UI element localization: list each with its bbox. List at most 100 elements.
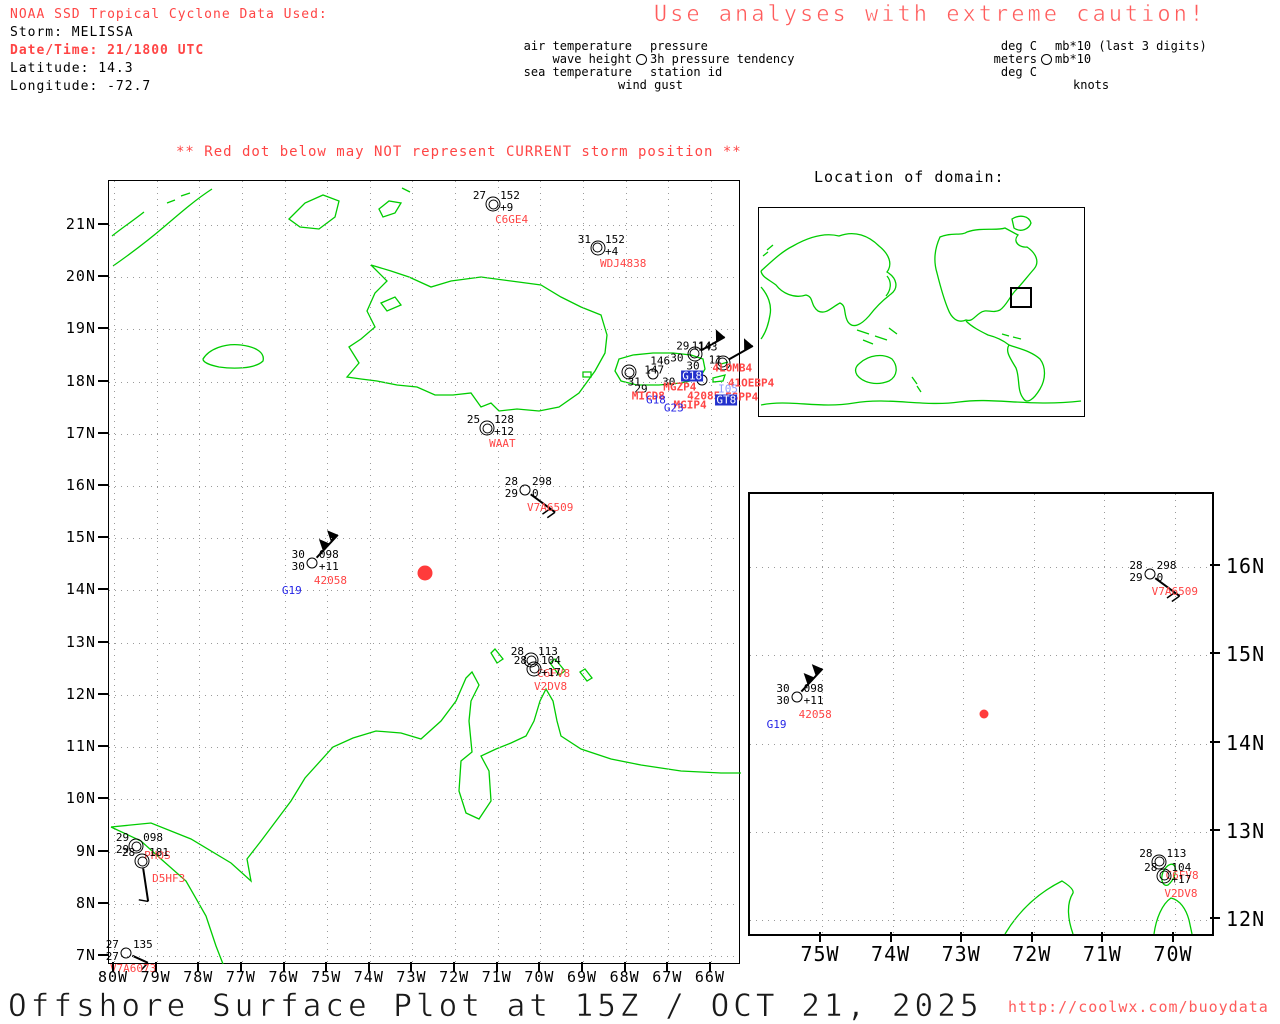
station-legend-units: deg C mb*10 (last 3 digits) meters mb*10…	[985, 40, 1245, 94]
grid-line-lat	[109, 433, 739, 435]
grid-line-lon	[1033, 494, 1035, 934]
lat-tick	[98, 588, 108, 591]
world-coastline	[934, 227, 1038, 322]
legend-mb10-last3: mb*10 (last 3 digits)	[1055, 39, 1207, 53]
legend-mb10: mb*10	[1055, 52, 1092, 66]
grid-line-lon	[156, 181, 158, 963]
grid-line-lon	[284, 181, 286, 963]
station-id: V2DV8	[534, 679, 568, 693]
coastline	[379, 296, 403, 312]
legend-sea-temperature: sea temperature	[523, 65, 632, 79]
grid-line-lat	[109, 955, 739, 957]
main-map-overlay	[110, 187, 754, 971]
world-coastline	[760, 232, 897, 327]
lon-axis-label: 67W	[652, 968, 683, 986]
lon-tick	[960, 932, 963, 942]
station-air-temp: 27	[105, 937, 119, 951]
lat-axis-label: 21N	[65, 215, 96, 233]
grid-line-lon	[822, 494, 823, 934]
lat-axis-label: 19N	[65, 319, 96, 338]
station-circle	[134, 853, 150, 869]
station-pressure-tendency: +17	[1171, 872, 1192, 886]
station-pressure: 298	[1156, 559, 1177, 573]
grid-line-lat	[109, 538, 739, 540]
lon-axis-label: 79W	[140, 968, 171, 986]
legend-pressure: pressure	[650, 39, 708, 53]
station-id: V2DV8	[1164, 886, 1198, 900]
wind-barb	[530, 493, 556, 514]
coastline	[378, 187, 411, 218]
cluster-station-label: 147	[644, 363, 665, 377]
world-coastline	[1001, 333, 1022, 340]
station-sea-temp: 29	[504, 487, 519, 501]
lon-axis-label: 72W	[1012, 942, 1052, 966]
world-coastline	[762, 244, 774, 257]
cluster-station-label: G18	[681, 369, 704, 383]
coastline	[345, 264, 608, 412]
lon-axis-label: 76W	[268, 968, 299, 986]
station-air-temp: 28	[1144, 860, 1158, 874]
lat-axis-label: 14N	[1226, 730, 1266, 755]
station-circle	[687, 346, 703, 362]
lat-tick	[1210, 828, 1220, 831]
station-circle	[526, 661, 542, 677]
station-circle	[791, 691, 803, 703]
coastline	[1004, 880, 1074, 935]
lon-axis-label: 73W	[941, 942, 981, 966]
lon-tick	[1030, 932, 1033, 942]
station-air-temp: 25	[466, 413, 481, 427]
station-pressure-tendency: +17	[541, 665, 561, 679]
wind-barb	[138, 899, 149, 903]
lon-tick	[453, 962, 456, 972]
station-air-temp: 30	[291, 547, 305, 561]
lon-tick	[325, 962, 328, 972]
latitude-line: Latitude: 14.3	[10, 61, 134, 76]
lon-tick	[154, 962, 157, 972]
station-pressure: 135	[132, 937, 153, 951]
legend-wind-gust: wind gust	[618, 78, 684, 92]
lon-axis-label: 74W	[353, 968, 384, 986]
cluster-station-label: ESPP4	[725, 390, 759, 404]
station-id: V7A6509	[527, 501, 574, 515]
station-air-temp: 31	[577, 232, 591, 246]
station-sea-temp: 29	[115, 843, 130, 857]
station-air-temp: 30	[776, 681, 790, 695]
storm-position-dot	[979, 709, 989, 719]
world-coastline	[965, 320, 1010, 346]
world-coastline	[911, 376, 922, 393]
lat-tick	[98, 692, 108, 695]
coastline	[202, 343, 264, 369]
lon-tick	[282, 962, 285, 972]
cluster-station-label: 31	[627, 375, 641, 389]
lat-tick	[98, 379, 108, 382]
cluster-station-label: G23	[663, 401, 684, 415]
lat-tick	[1210, 564, 1220, 566]
zoom-inset-map: 28 298 29 0 V7A6509 30 098 30 +11 42058 G19 28 113 C6…	[748, 492, 1214, 936]
station-pressure-tendency: +11	[318, 559, 339, 573]
station-pressure: 098	[318, 547, 339, 561]
grid-line-lon	[1175, 494, 1176, 934]
lat-axis-label: 16N	[1226, 554, 1266, 578]
station-air-temp: 28	[1139, 846, 1153, 860]
coastline	[111, 188, 213, 267]
legend-wave-height: wave height	[552, 52, 632, 66]
lon-tick	[889, 932, 892, 942]
station-id: 42058	[313, 573, 347, 587]
lon-tick	[623, 962, 626, 972]
lon-axis-label: 71W	[481, 968, 512, 986]
station-air-temp: 28	[510, 645, 525, 659]
lon-axis-label: 70W	[1153, 942, 1193, 966]
lon-axis-label: 71W	[1082, 942, 1122, 966]
grid-line-lat	[750, 743, 1212, 745]
cluster-station-label: I05	[718, 382, 738, 396]
station-id: PHOS	[144, 849, 171, 863]
grid-line-lat	[109, 277, 739, 279]
lat-tick	[98, 797, 108, 800]
station-id: V7A6509	[1151, 585, 1198, 599]
grid-line-lat	[109, 799, 739, 801]
buoydata-url[interactable]: http://coolwx.com/buoydata	[1008, 998, 1269, 1016]
station-id: WAAT	[489, 437, 516, 451]
station-air-temp: 28	[504, 475, 519, 489]
station-id: C6FV8	[537, 667, 571, 681]
lat-axis-label: 14N	[65, 580, 96, 599]
